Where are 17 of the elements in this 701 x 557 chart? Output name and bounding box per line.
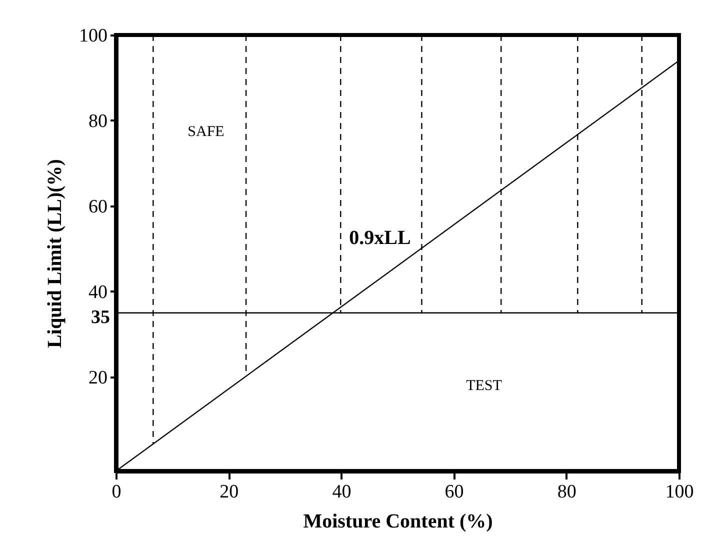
- y-tick-label: 20: [88, 367, 108, 388]
- x-tick-label: 100: [665, 482, 694, 502]
- x-tick-label: 80: [557, 482, 576, 502]
- ref-line-label: 35: [91, 306, 110, 328]
- y-tick-label: 100: [79, 26, 108, 46]
- y-tick-label: 80: [88, 110, 108, 132]
- y-tick-label: 60: [88, 196, 108, 218]
- x-tick-label: 0: [112, 482, 122, 502]
- y-axis-title: Liquid Limit (LL)(%): [44, 159, 66, 348]
- y-tick-label: 40: [88, 282, 108, 303]
- x-tick-label: 40: [332, 482, 352, 502]
- x-tick-label: 60: [444, 482, 464, 502]
- annotation: TEST: [466, 378, 502, 394]
- x-axis-title: Moisture Content (%): [303, 510, 493, 532]
- annotation: 0.9xLL: [349, 227, 411, 249]
- x-tick-label: 20: [220, 482, 239, 502]
- annotation: SAFE: [188, 124, 224, 140]
